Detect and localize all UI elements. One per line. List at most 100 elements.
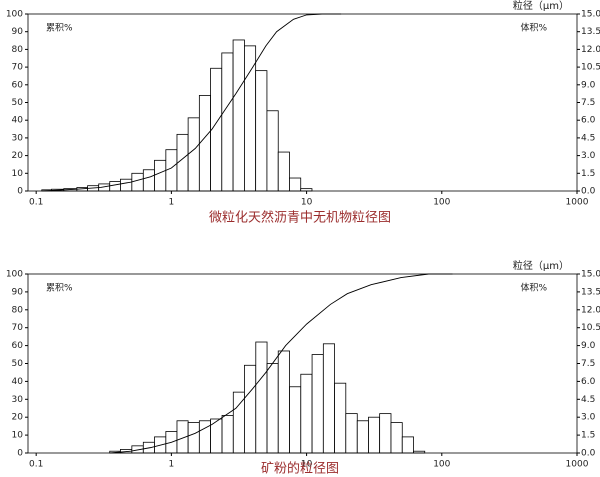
y2-tick-label: 1.5	[581, 431, 595, 441]
x-tick-label: 100	[433, 460, 450, 470]
y-tick-label: 30	[12, 395, 24, 405]
y2-tick-label: 10.5	[581, 63, 600, 73]
bar	[210, 67, 223, 192]
x-tick-label: 10	[301, 198, 313, 208]
bar	[289, 177, 302, 192]
bar	[187, 117, 200, 192]
bar	[311, 354, 324, 454]
y-tick-label: 40	[12, 116, 24, 126]
y2-tick-label: 15.0	[581, 270, 600, 280]
bar	[266, 363, 279, 454]
bar	[390, 422, 403, 454]
x-tick-label: 1	[169, 198, 175, 208]
x-tick-label: 1000	[566, 460, 589, 470]
y-tick-label: 100	[6, 10, 23, 20]
y-tick-label: 20	[12, 413, 24, 423]
y2-tick-label: 7.5	[581, 359, 595, 369]
bar	[266, 110, 279, 192]
bar	[244, 45, 257, 192]
bar	[198, 95, 211, 192]
y2-tick-label: 0.0	[581, 449, 596, 459]
y2-tick-label: 12.0	[581, 45, 600, 55]
y-tick-label: 70	[12, 63, 24, 73]
bar	[401, 436, 414, 454]
y2-tick-label: 12.0	[581, 305, 600, 315]
x-tick-label: 1000	[566, 198, 589, 208]
y-tick-label: 50	[12, 359, 24, 369]
bar	[232, 39, 245, 192]
bar	[277, 350, 290, 454]
bar	[154, 159, 167, 192]
y-tick-label: 10	[12, 169, 24, 179]
y2-tick-label: 4.5	[581, 133, 595, 143]
bar	[109, 181, 121, 192]
y-tick-label: 100	[6, 270, 23, 280]
x-axis-label: 粒径（μm）	[513, 259, 569, 272]
y2-tick-label: 9.0	[581, 80, 596, 90]
x-tick-label: 100	[433, 198, 450, 208]
y2-tick-label: 3.0	[581, 151, 596, 161]
y-tick-label: 40	[12, 377, 24, 387]
y2-tick-label: 4.5	[581, 395, 595, 405]
x-tick-label: 10	[301, 460, 313, 470]
bar	[120, 178, 133, 192]
bar	[221, 52, 234, 192]
x-tick-label: 0.1	[29, 460, 43, 470]
y-tick-label: 0	[17, 187, 23, 197]
cumulative-line	[41, 13, 342, 192]
y2-tick-label: 6.0	[581, 377, 596, 387]
y-axis-label: 累积%	[46, 22, 73, 34]
y-tick-label: 70	[12, 323, 24, 333]
y-tick-label: 80	[12, 305, 24, 315]
y-tick-label: 0	[17, 449, 23, 459]
bar	[345, 413, 358, 454]
y2-tick-label: 13.5	[581, 287, 600, 297]
plot-frame	[27, 13, 578, 192]
y2-tick-label: 6.0	[581, 116, 596, 126]
x-tick-label: 1	[169, 460, 175, 470]
bar	[131, 172, 144, 192]
y-tick-label: 30	[12, 133, 24, 143]
x-tick-label: 0.1	[29, 198, 43, 208]
bar	[221, 415, 234, 454]
bar	[334, 382, 347, 454]
bar	[300, 373, 313, 454]
y2-axis-label: 体积%	[520, 22, 547, 34]
y2-tick-label: 10.5	[581, 323, 600, 333]
bar	[255, 70, 268, 192]
bar	[356, 420, 369, 454]
x-axis-label: 粒径（μm）	[513, 0, 569, 12]
bar	[232, 391, 245, 454]
y-tick-label: 90	[12, 287, 24, 297]
y-tick-label: 60	[12, 341, 24, 351]
y2-tick-label: 0.0	[581, 187, 596, 197]
bar	[322, 343, 335, 454]
chart-title: 矿粉的粒径图	[261, 461, 339, 477]
y2-tick-label: 13.5	[581, 27, 600, 37]
y-tick-label: 60	[12, 80, 24, 90]
y2-tick-label: 3.0	[581, 413, 596, 423]
y-tick-label: 50	[12, 98, 24, 108]
y2-tick-label: 9.0	[581, 341, 596, 351]
bar	[142, 169, 155, 192]
bar	[277, 151, 290, 192]
bar	[187, 422, 200, 454]
chart: 0 10 20 30 40 50 60 70 80 90 100 0.0 1.5 3.0 4.5 6.0 7.5…	[6, 259, 600, 477]
cumulative-line	[109, 273, 453, 454]
y2-tick-label: 7.5	[581, 98, 595, 108]
bar	[244, 364, 257, 454]
y2-axis-label: 体积%	[520, 282, 547, 294]
y-axis-label: 累积%	[46, 282, 73, 294]
y2-tick-label: 1.5	[581, 169, 595, 179]
bar	[379, 413, 392, 454]
bar	[176, 133, 189, 192]
bar	[165, 149, 178, 192]
y2-tick-label: 15.0	[581, 10, 600, 20]
y-tick-label: 90	[12, 27, 24, 37]
chart: 0 10 20 30 40 50 60 70 80 90 100 0.0 1.5 3.0 4.5 6.0 7.5…	[6, 0, 600, 226]
y-tick-label: 80	[12, 45, 24, 55]
bar	[368, 416, 381, 454]
y-tick-label: 10	[12, 431, 24, 441]
bar	[255, 341, 268, 454]
